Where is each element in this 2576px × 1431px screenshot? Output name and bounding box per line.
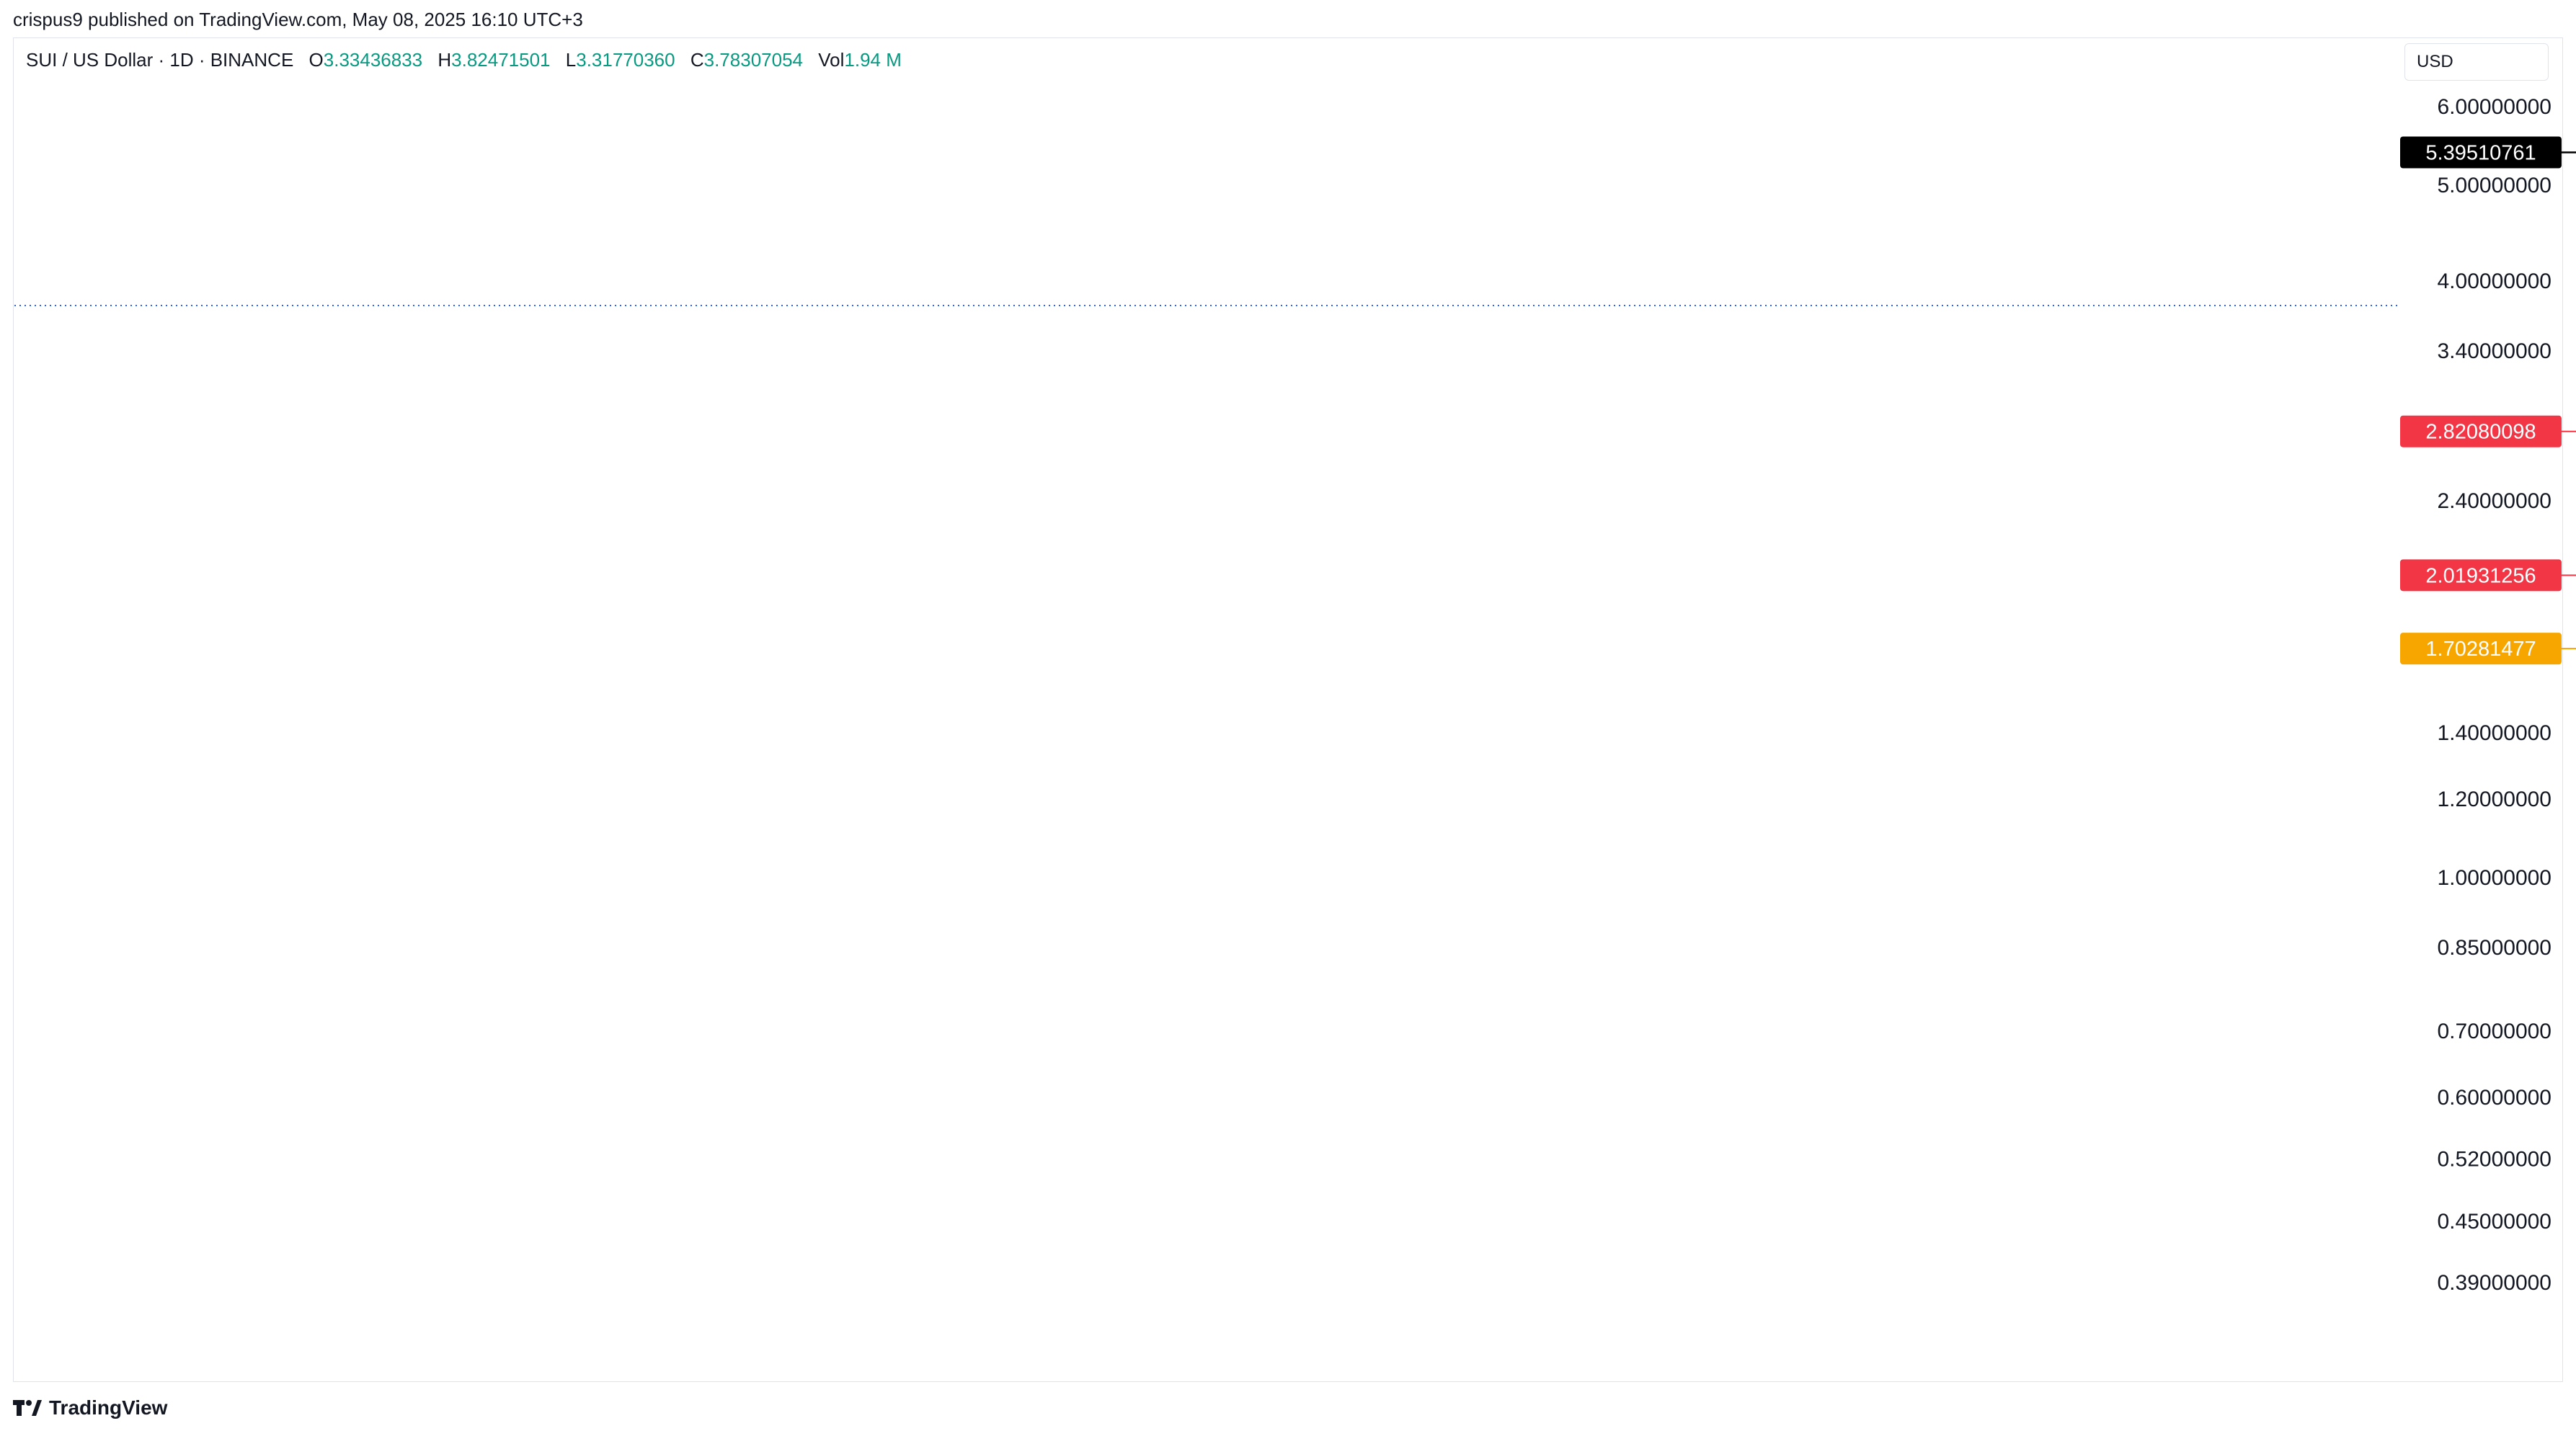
close-value: 3.78307054 bbox=[703, 49, 803, 71]
high-label: H bbox=[438, 49, 452, 71]
open-value: 3.33436833 bbox=[323, 49, 423, 71]
price-label: 5.39510761 bbox=[2400, 136, 2562, 169]
price-label: 2.01931256 bbox=[2400, 559, 2562, 592]
volume-value: 1.94 M bbox=[844, 49, 902, 71]
high-value: 3.82471501 bbox=[451, 49, 551, 71]
y-tick-label: 0.39000000 bbox=[2438, 1271, 2552, 1295]
price-labels: 5.39510761 2.82080098 2.01931256 1.70281477 bbox=[2400, 136, 2562, 665]
symbol-name[interactable]: SUI / US Dollar · 1D · BINANCE bbox=[26, 49, 294, 71]
horizontal-lines bbox=[14, 151, 2576, 650]
y-tick-label: 0.45000000 bbox=[2438, 1210, 2552, 1234]
tradingview-logo-icon bbox=[13, 1400, 42, 1416]
y-tick-label: 4.00000000 bbox=[2438, 269, 2552, 293]
svg-text:1.70281477: 1.70281477 bbox=[2425, 638, 2536, 661]
y-tick-label: 0.52000000 bbox=[2438, 1147, 2552, 1171]
symbol-legend: SUI / US Dollar · 1D · BINANCE O3.334368… bbox=[26, 49, 902, 71]
brand-name: TradingView bbox=[49, 1396, 168, 1419]
y-axis: 6.00000000 5.00000000 4.00000000 3.40000000… bbox=[2438, 95, 2552, 1295]
volume-label: Vol bbox=[818, 49, 845, 71]
y-tick-label: 1.20000000 bbox=[2438, 788, 2552, 811]
tradingview-brand[interactable]: TradingView bbox=[13, 1396, 167, 1419]
open-label: O bbox=[308, 49, 324, 71]
chart-frame bbox=[13, 37, 2563, 1382]
publisher-info: crispus9 published on TradingView.com, M… bbox=[13, 9, 583, 30]
close-label: C bbox=[690, 49, 704, 71]
y-tick-label: 0.60000000 bbox=[2438, 1086, 2552, 1110]
price-label: 1.70281477 bbox=[2400, 633, 2562, 665]
low-value: 3.31770360 bbox=[576, 49, 675, 71]
y-tick-label: 5.00000000 bbox=[2438, 174, 2552, 197]
y-tick-label: 3.40000000 bbox=[2438, 339, 2552, 363]
y-tick-label: 6.00000000 bbox=[2438, 95, 2552, 119]
y-tick-label: 1.40000000 bbox=[2438, 721, 2552, 745]
y-tick-label: 0.70000000 bbox=[2438, 1020, 2552, 1043]
svg-text:2.01931256: 2.01931256 bbox=[2425, 564, 2536, 587]
y-tick-label: 2.40000000 bbox=[2438, 489, 2552, 513]
currency-selector[interactable]: USD bbox=[2404, 43, 2549, 81]
svg-text:5.39510761: 5.39510761 bbox=[2425, 142, 2536, 165]
low-label: L bbox=[565, 49, 577, 71]
y-tick-label: 1.00000000 bbox=[2438, 866, 2552, 890]
y-tick-label: 0.85000000 bbox=[2438, 936, 2552, 960]
price-label: 2.82080098 bbox=[2400, 415, 2562, 447]
svg-text:2.82080098: 2.82080098 bbox=[2425, 421, 2536, 444]
